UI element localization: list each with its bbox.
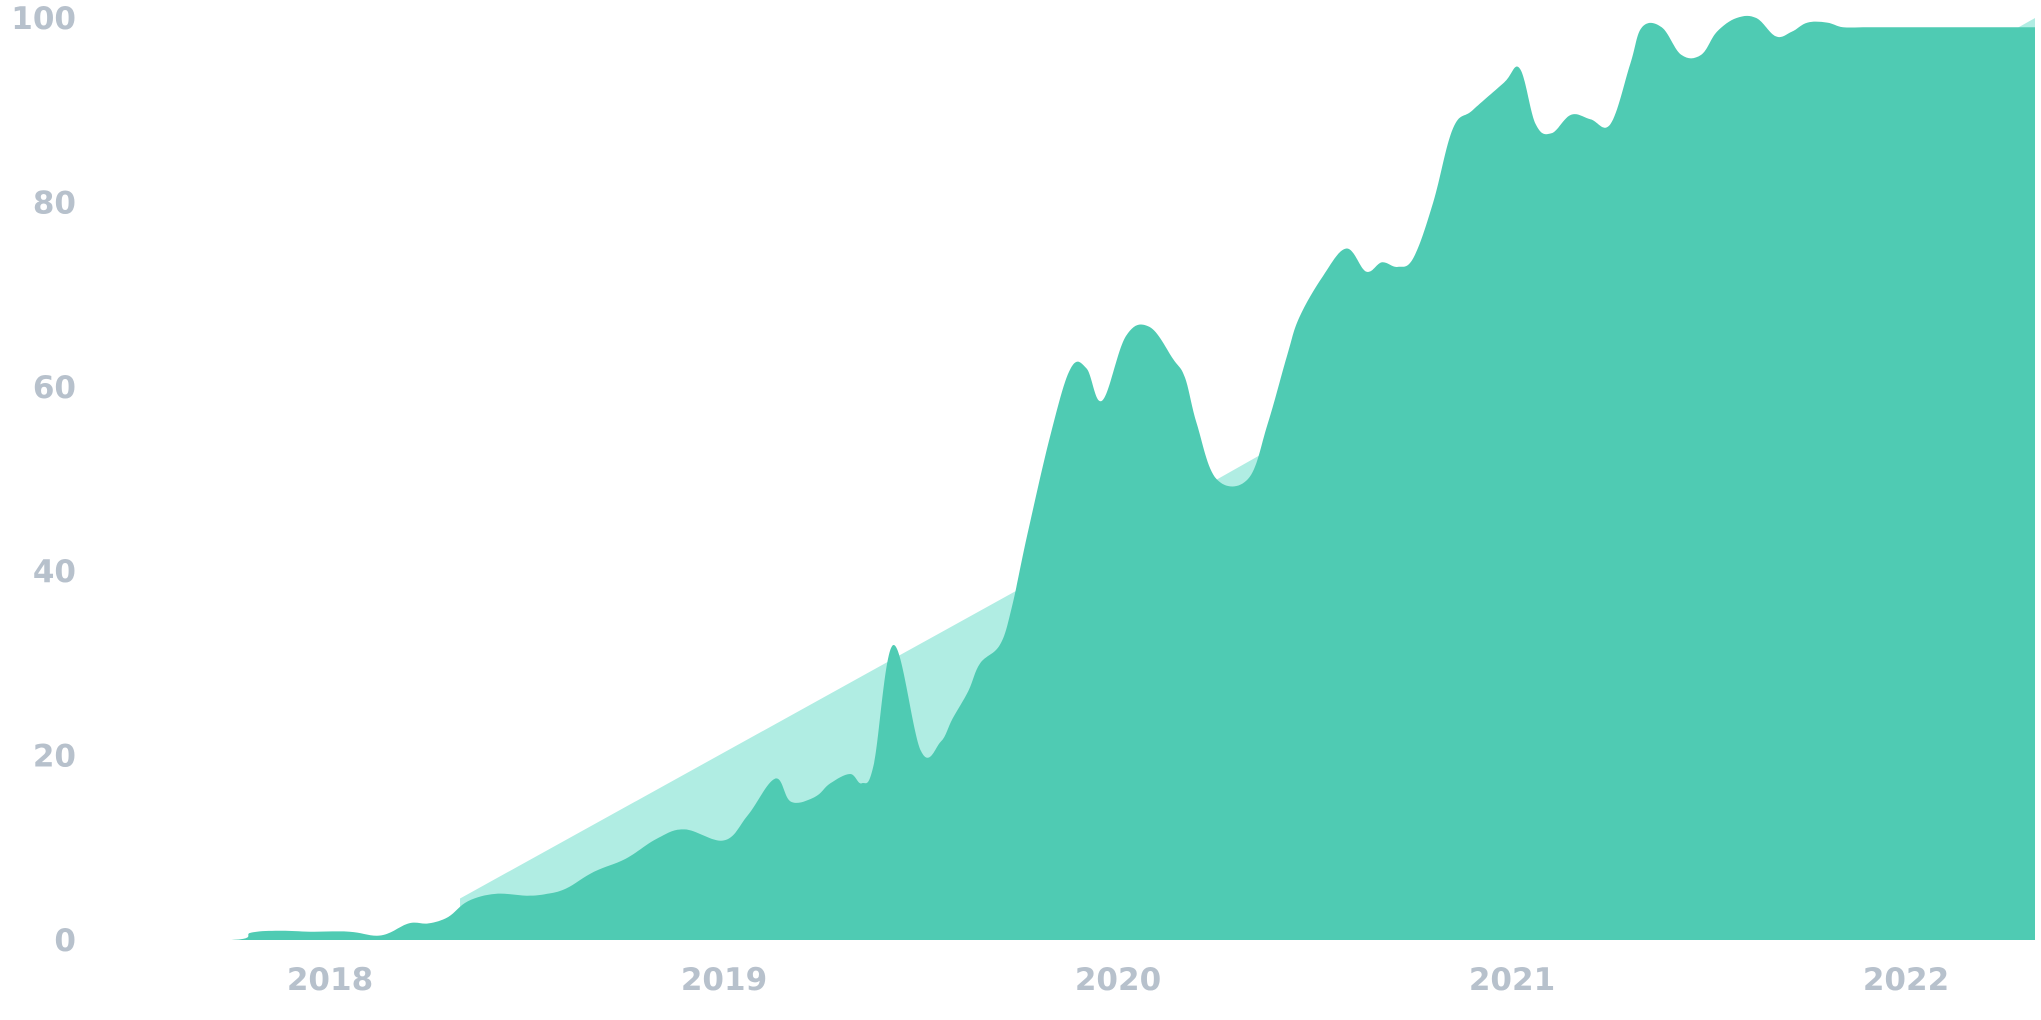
x-tick-label: 2020 [1075,962,1161,998]
x-tick-label: 2019 [681,962,767,998]
y-tick-label: 0 [54,923,76,959]
y-tick-label: 100 [11,1,76,37]
y-tick-label: 20 [33,739,76,775]
y-tick-label: 80 [33,185,76,221]
x-axis: 2018 2019 2020 2021 2022 [287,962,1949,998]
y-tick-label: 40 [33,554,76,590]
y-axis: 0 20 40 60 80 100 [11,1,76,959]
x-tick-label: 2021 [1469,962,1555,998]
chart-areas [101,15,2036,940]
series-area [101,15,2036,940]
x-tick-label: 2022 [1863,962,1949,998]
y-tick-label: 60 [33,370,76,406]
x-tick-label: 2018 [287,962,373,998]
